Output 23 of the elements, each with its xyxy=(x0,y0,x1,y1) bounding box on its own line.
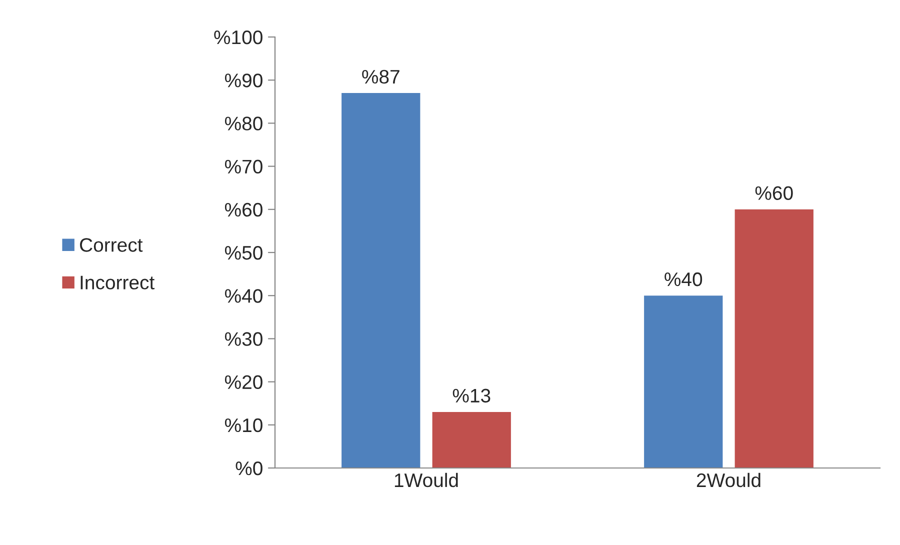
y-tick-label: %10 xyxy=(224,418,262,432)
y-tick-label: %40 xyxy=(224,289,262,303)
legend-label: Incorrect xyxy=(80,276,155,290)
bar xyxy=(644,296,723,468)
data-label: %40 xyxy=(664,272,702,286)
y-tick-label: %60 xyxy=(224,202,262,217)
bar xyxy=(734,209,814,468)
x-tick-label: 2Would xyxy=(696,472,760,488)
bar xyxy=(342,93,420,468)
data-label: %87 xyxy=(362,70,400,84)
y-tick-label: %90 xyxy=(224,74,262,88)
y-tick-label: %20 xyxy=(224,375,262,390)
y-tick-label: %0 xyxy=(236,461,262,476)
data-label: %60 xyxy=(755,186,793,200)
legend-label: Correct xyxy=(80,238,143,252)
y-tick-label: %80 xyxy=(224,116,262,130)
data-label: %13 xyxy=(452,388,490,403)
y-tick-label: %30 xyxy=(224,332,262,346)
bar xyxy=(432,412,511,468)
y-tick-label: %50 xyxy=(224,246,262,260)
x-tick-label: 1Would xyxy=(394,472,458,488)
y-tick-label: %100 xyxy=(214,30,262,44)
y-tick-label: %70 xyxy=(224,160,262,174)
